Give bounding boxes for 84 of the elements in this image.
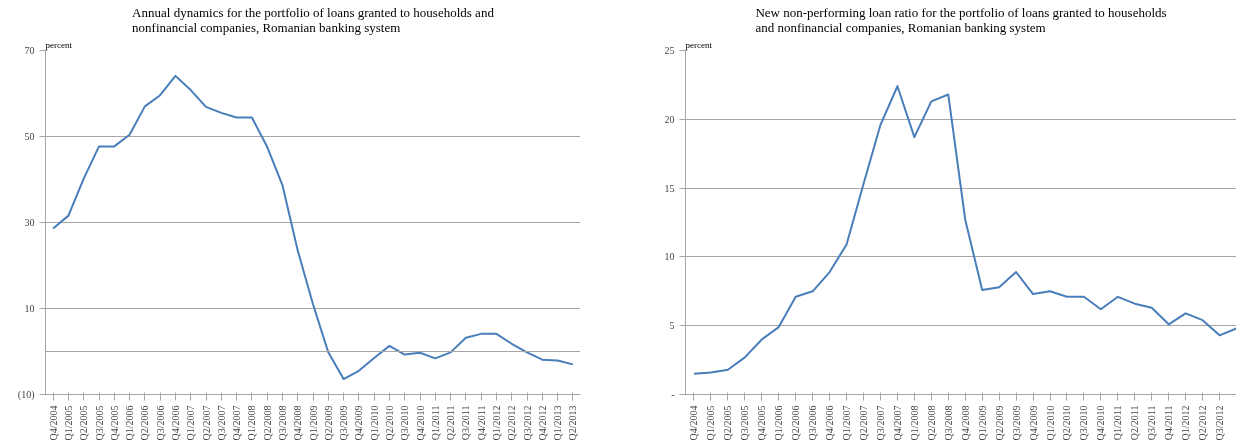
x-tick-label: Q4/2010: [1095, 405, 1107, 441]
y-tick-label: 70: [24, 45, 35, 56]
x-tick-label: Q2/2005: [722, 405, 734, 441]
x-tick-label: Q4/2008: [959, 405, 971, 441]
x-tick-label: Q1/2012: [490, 405, 502, 441]
x-tick-label: Q3/2006: [807, 405, 819, 441]
x-tick-label: Q2/2012: [1197, 405, 1209, 441]
x-tick-label: Q1/2005: [705, 405, 717, 441]
x-tick-label: Q1/2008: [246, 405, 258, 441]
x-tick-label: Q1/2009: [307, 405, 319, 441]
line-series: [692, 85, 1236, 375]
x-tick-label: Q1/2011: [429, 405, 441, 441]
x-tick-label: Q3/2012: [1214, 405, 1226, 441]
y-tick-label: 15: [664, 182, 675, 194]
x-tick-label: Q3/2005: [93, 405, 105, 441]
chart-title: New non-performing loan ratio for the portfolio of loans granted to households and nonfinancial companies, Romanian banking system: [755, 4, 1167, 35]
x-tick-label: Q2/2008: [261, 405, 273, 441]
x-tick-label: Q3/2008: [942, 405, 954, 441]
x-tick-label: Q2/2007: [858, 405, 870, 441]
x-tick-label: Q4/2004: [688, 405, 700, 441]
x-tick-label: Q3/2010: [1078, 405, 1090, 441]
y-tick-label: 30: [24, 217, 35, 228]
x-tick-label: Q3/2011: [1146, 405, 1158, 441]
x-tick-label: Q2/2011: [445, 405, 457, 441]
y-tick-label: 10: [664, 251, 675, 263]
x-tick-label: Q4/2011: [475, 405, 487, 441]
x-tick-label: Q4/2009: [353, 405, 365, 441]
x-tick-label: Q4/2005: [756, 405, 768, 441]
x-tick-label: Q3/2005: [739, 405, 751, 441]
y-tick-label: 5: [669, 320, 675, 332]
x-tick-label: Q4/2004: [47, 405, 59, 441]
x-tick-label: Q2/2009: [322, 405, 334, 441]
x-tick-label: Q4/2007: [231, 405, 243, 441]
x-tick-label: Q2/2008: [925, 405, 937, 441]
x-tick-label: Q4/2005: [108, 405, 120, 441]
x-tick-label: Q3/2008: [276, 405, 288, 441]
x-tick-label: Q3/2007: [874, 405, 886, 441]
x-tick-label: Q1/2010: [368, 405, 380, 441]
x-tick-label: Q4/2009: [1027, 405, 1039, 441]
x-tick-label: Q1/2005: [62, 405, 74, 441]
x-tick-label: Q3/2007: [215, 405, 227, 441]
x-tick-label: Q4/2006: [824, 405, 836, 441]
x-tick-label: Q3/2011: [460, 405, 472, 441]
x-tick-label: Q4/2011: [1163, 405, 1175, 441]
x-tick-label: Q4/2010: [414, 405, 426, 441]
x-tick-label: Q1/2010: [1044, 405, 1056, 441]
y-tick-label: 25: [664, 45, 675, 56]
x-tick-label: Q1/2011: [1112, 405, 1124, 441]
y-tick-label: 20: [664, 113, 675, 125]
x-tick-label: Q1/2007: [841, 405, 853, 441]
x-tick-label: Q4/2012: [536, 405, 548, 441]
x-tick-label: Q2/2005: [78, 405, 90, 441]
x-tick-label: Q1/2012: [1180, 405, 1192, 441]
x-tick-label: Q2/2006: [790, 405, 802, 441]
x-tick-label: Q4/2008: [292, 405, 304, 441]
x-tick-label: Q2/2012: [506, 405, 518, 441]
x-tick-label: Q2/2010: [383, 405, 395, 441]
x-tick-label: Q3/2009: [1010, 405, 1022, 441]
x-tick-label: Q1/2006: [773, 405, 785, 441]
x-tick-label: Q2/2006: [139, 405, 151, 441]
x-tick-label: Q2/2011: [1129, 405, 1141, 441]
x-tick-label: Q3/2006: [154, 405, 166, 441]
y-axis-title: percent: [685, 39, 713, 50]
x-tick-label: Q4/2006: [169, 405, 181, 441]
x-tick-label: Q2/2007: [200, 405, 212, 441]
line-series: [52, 74, 574, 381]
x-tick-label: Q1/2008: [908, 405, 920, 441]
x-tick-label: Q3/2009: [338, 405, 350, 441]
x-tick-label: Q3/2012: [521, 405, 533, 441]
x-tick-label: Q2/2010: [1061, 405, 1073, 441]
chart-title: Annual dynamics for the portfolio of loans granted to households and nonfinancial companies, Romanian banking system: [132, 4, 495, 35]
x-tick-label: Q2/2013: [567, 405, 579, 441]
x-tick-label: Q1/2006: [124, 405, 136, 441]
y-axis-title: percent: [45, 39, 73, 50]
x-tick-label: Q1/2013: [552, 405, 564, 441]
x-tick-label: Q3/2010: [399, 405, 411, 441]
x-tick-label: Q1/2009: [976, 405, 988, 441]
y-tick-label: 50: [24, 131, 35, 142]
y-tick-label: -: [671, 389, 675, 400]
x-tick-label: Q2/2009: [993, 405, 1005, 441]
x-tick-label: Q4/2007: [891, 405, 903, 441]
y-tick-label: 10: [24, 303, 35, 314]
x-tick-label: Q1/2007: [185, 405, 197, 441]
y-tick-label: (10): [17, 389, 35, 401]
